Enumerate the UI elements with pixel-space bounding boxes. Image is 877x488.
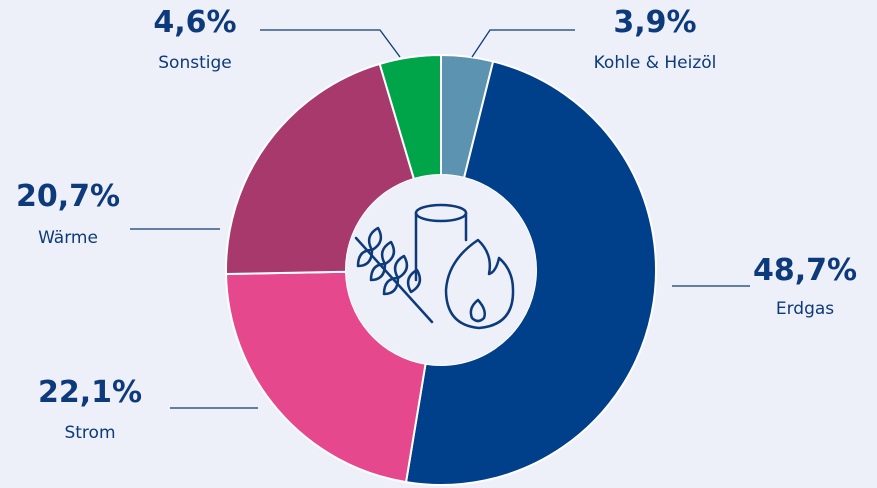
value-label: 20,7% — [16, 179, 120, 214]
category-label: Wärme — [38, 228, 98, 248]
value-label: 4,6% — [153, 5, 236, 40]
leader-line — [471, 29, 575, 58]
category-label: Sonstige — [158, 53, 231, 73]
value-label: 22,1% — [38, 375, 142, 410]
donut — [225, 53, 657, 486]
leader-line — [260, 29, 401, 58]
donut-hole — [346, 175, 536, 365]
value-label: 48,7% — [753, 253, 857, 288]
center-icon — [354, 203, 515, 330]
category-label: Erdgas — [776, 299, 834, 319]
leaders — [130, 29, 750, 409]
value-label: 3,9% — [613, 5, 696, 40]
category-label: Strom — [64, 423, 115, 443]
category-label: Kohle & Heizöl — [594, 53, 717, 73]
